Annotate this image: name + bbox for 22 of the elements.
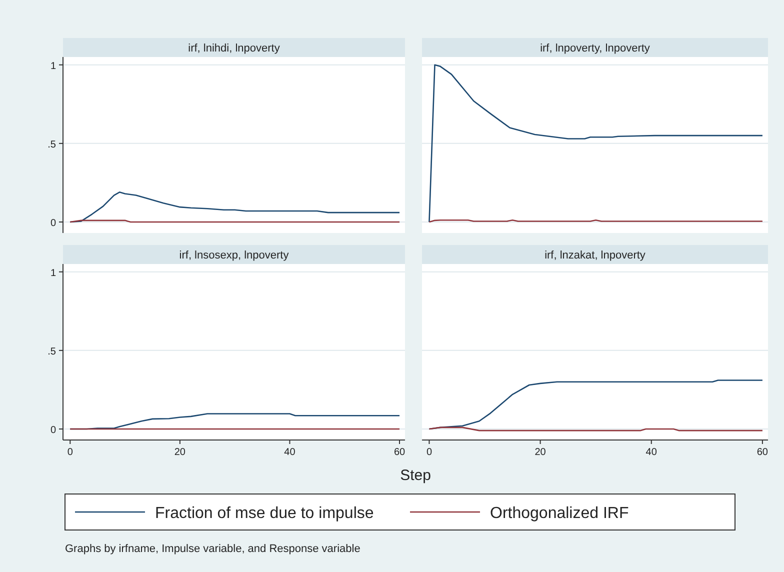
chart-title: irf, lnsosexp, lnpoverty xyxy=(179,250,290,262)
legend-label: Orthogonalized IRF xyxy=(490,505,629,522)
y-tick-label: 0 xyxy=(50,425,56,436)
x-tick-label: 0 xyxy=(426,447,432,458)
y-tick-label: 0 xyxy=(50,218,56,229)
x-tick-label: 0 xyxy=(67,447,74,458)
x-tick-label: 40 xyxy=(284,447,296,458)
legend-label: Fraction of mse due to impulse xyxy=(155,505,374,522)
text: Graphs by irfname, Impulse variable, and Response variable xyxy=(65,543,360,555)
x-tick-label: 20 xyxy=(174,447,186,458)
x-axis-title: Step xyxy=(400,467,431,484)
chart-title: irf, lnpoverty, lnpoverty xyxy=(540,42,650,54)
x-tick-label: 20 xyxy=(534,447,546,458)
x-tick-label: 60 xyxy=(394,447,406,458)
y-tick-label: 1 xyxy=(50,60,56,72)
y-tick-label: 1 xyxy=(50,268,56,279)
x-tick-label: 60 xyxy=(756,447,768,458)
y-tick-label: .5 xyxy=(48,346,56,358)
chart-title: irf, lnihdi, lnpoverty xyxy=(188,42,280,54)
x-tick-label: 40 xyxy=(646,447,658,458)
chart-title: irf, lnzakat, lnpoverty xyxy=(544,250,646,262)
y-tick-label: .5 xyxy=(48,139,56,150)
